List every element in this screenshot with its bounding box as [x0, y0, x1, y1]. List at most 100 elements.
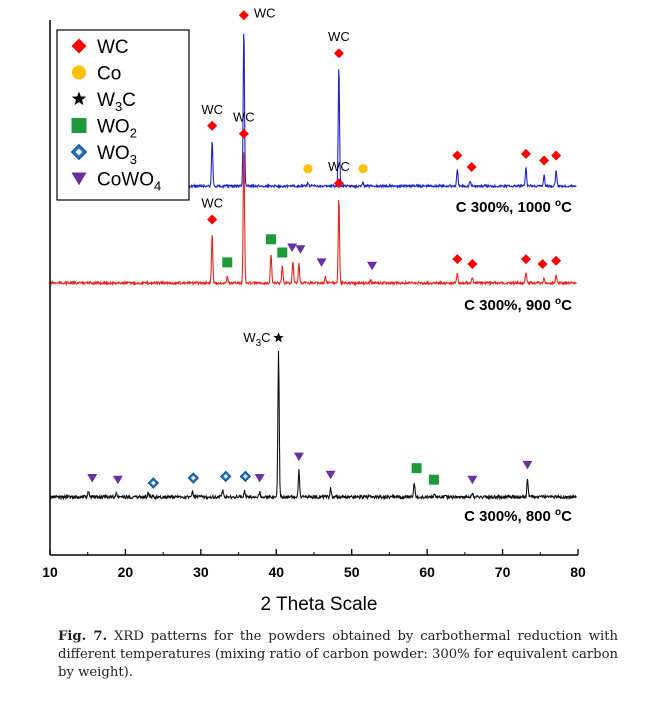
peak-marker-3-3 — [147, 477, 160, 489]
x-tick-label-40: 40 — [268, 564, 284, 580]
peak-marker-3-9 — [293, 452, 304, 462]
x-tick-label-20: 20 — [118, 564, 134, 580]
peak-marker-2-11 — [452, 254, 463, 265]
series-label-unit-1: C — [561, 199, 572, 216]
peak-marker-2-14 — [537, 259, 548, 270]
legend-label-sub-5: 3 — [130, 152, 137, 167]
legend-label-2: Co — [97, 64, 121, 85]
peak-marker-1-3 — [303, 164, 313, 174]
caption-text: XRD patterns for the powders obtained by… — [58, 629, 619, 680]
peak-marker-3-12 — [428, 474, 439, 485]
series-labels-group: C 300%, 1000 oCC 300%, 900 oCC 300%, 800… — [456, 198, 572, 525]
x-tick-label-60: 60 — [419, 564, 435, 580]
peak-marker-3-11 — [411, 463, 422, 474]
xrd-trace-3 — [49, 350, 577, 501]
peak-marker-2-13 — [520, 254, 531, 265]
series-label-unit-3: C — [561, 508, 572, 525]
x-axis-title: 2 Theta Scale — [261, 594, 378, 615]
x-tick-label-80: 80 — [570, 564, 586, 580]
peak-marker-2-2 — [222, 257, 233, 268]
peak-label-2-3: WC — [233, 110, 255, 125]
peak-marker-2-15 — [551, 255, 562, 266]
legend-label-base-5: WO — [97, 143, 130, 164]
legend-label-base-4: WO — [97, 117, 130, 138]
legend-label-sub-4: 2 — [130, 126, 137, 141]
series-label-3: C 300%, 800 oC — [464, 507, 572, 525]
legend-label-base-3: W — [97, 90, 115, 111]
series-label-main-3: C 300%, 800 — [464, 508, 555, 525]
peak-marker-3-1 — [87, 474, 98, 483]
peak-label-1-2: WC — [254, 5, 276, 20]
w3c-base: W — [243, 330, 256, 345]
axes-group: 10 20 30 40 50 60 70 80 2 Theta Scale — [42, 20, 586, 615]
x-tick-label-10: 10 — [42, 564, 58, 580]
peak-marker-3-14 — [522, 460, 533, 470]
peak-marker-3-2 — [112, 475, 123, 485]
peak-marker-2-1 — [207, 214, 218, 225]
peak-label-1-4: WC — [328, 29, 350, 44]
legend-label-3: W3C — [97, 90, 136, 114]
peak-marker-2-4 — [266, 234, 277, 245]
peak-marker-3-3-inner — [151, 480, 156, 486]
peak-marker-2-9 — [333, 178, 344, 189]
xrd-chart: WC WC WC WC WC WC W3C C 300%, 1000 oC C 300%, 9… — [42, 5, 586, 615]
peak-marker-1-4 — [333, 48, 344, 59]
legend-marker-1 — [71, 38, 87, 54]
legend-label-sub-3: 3 — [115, 99, 122, 114]
legend-label-5: WO3 — [97, 143, 137, 167]
peak-label-w3c: W3C — [243, 330, 270, 349]
peak-marker-2-3 — [238, 128, 249, 139]
series-label-main-2: C 300%, 900 — [464, 297, 555, 314]
legend-label-base-6: CoWO — [97, 170, 154, 191]
peak-marker-3-6 — [239, 470, 252, 483]
legend-marker-5 — [70, 143, 88, 161]
peak-marker-1-2 — [238, 10, 249, 21]
peak-marker-2-7 — [295, 245, 306, 254]
peak-label-1-1: WC — [201, 102, 223, 117]
peak-marker-3-13 — [467, 475, 478, 485]
legend-label-4: WO2 — [97, 117, 137, 141]
legend-marker-5-inner — [75, 148, 83, 156]
xrd-trace-2 — [49, 152, 577, 287]
legend-label-1: WC — [97, 37, 129, 58]
peak-marker-3-7 — [254, 474, 265, 483]
peak-marker-2-10 — [367, 261, 378, 271]
peak-marker-2-5 — [277, 247, 288, 258]
peak-marker-2-6 — [287, 243, 298, 253]
w3c-tail: C — [261, 330, 270, 345]
legend-marker-6 — [71, 172, 87, 186]
series-label-unit-2: C — [561, 297, 572, 314]
series-label-deg-3: o — [555, 507, 561, 518]
peak-marker-1-8 — [520, 148, 531, 159]
peak-marker-3-4-inner — [191, 475, 196, 481]
legend-label-sub-6: 4 — [154, 179, 161, 194]
series-label-1: C 300%, 1000 oC — [456, 198, 572, 216]
x-tick-label-30: 30 — [193, 564, 209, 580]
series-label-deg-2: o — [555, 296, 561, 307]
peak-label-2-1: WC — [201, 196, 223, 211]
w3c-sub: 3 — [256, 338, 262, 349]
figure-caption: Fig. 7. XRD patterns for the powders obt… — [58, 628, 618, 682]
legend-marker-3 — [71, 91, 87, 106]
peak-marker-2-12 — [467, 259, 478, 270]
legend-label-tail-3: C — [122, 90, 136, 111]
legend-marker-2 — [72, 65, 86, 80]
legend-marker-4 — [71, 118, 87, 133]
peak-marker-3-10 — [325, 470, 336, 480]
peak-marker-2-8 — [316, 258, 327, 267]
peak-marker-1-7 — [466, 162, 477, 173]
peak-marker-1-10 — [551, 150, 562, 161]
peak-marker-3-8 — [273, 332, 284, 343]
peak-label-2-9: WC — [328, 159, 350, 174]
x-tick-label-70: 70 — [495, 564, 511, 580]
peak-marker-1-5 — [358, 164, 368, 174]
series-label-2: C 300%, 900 oC — [464, 296, 572, 314]
x-tick-label-50: 50 — [344, 564, 360, 580]
peak-marker-3-5-inner — [223, 474, 228, 479]
legend-box — [56, 29, 190, 201]
peak-marker-3-5 — [220, 470, 232, 483]
peak-marker-1-9 — [539, 155, 550, 166]
